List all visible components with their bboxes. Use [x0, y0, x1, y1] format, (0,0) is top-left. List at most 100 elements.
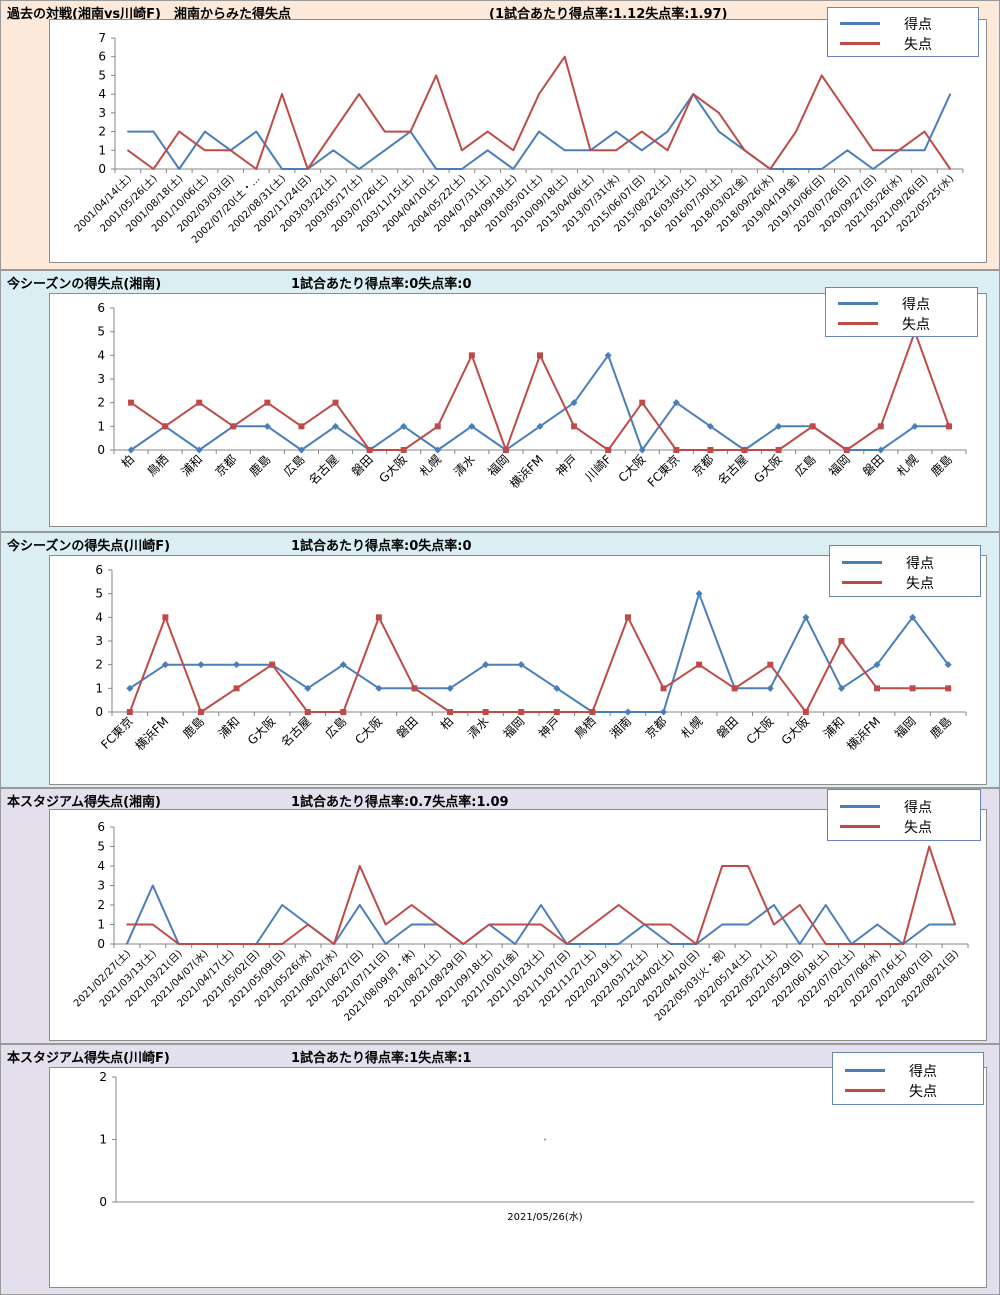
data-point-conceded — [553, 709, 560, 715]
legend-item-goals: 得点 — [838, 294, 958, 313]
data-point-conceded — [846, 112, 849, 114]
data-point-conceded — [802, 709, 809, 715]
x-tick-label: 京都 — [213, 452, 240, 479]
data-point-conceded — [126, 923, 128, 926]
y-tick-label: 1 — [95, 681, 103, 695]
data-point-conceded — [643, 923, 646, 926]
data-point-conceded — [178, 130, 181, 133]
data-point-conceded — [152, 168, 155, 170]
data-point-goals — [638, 446, 646, 454]
data-point-goals — [837, 684, 845, 692]
panel-stat: 1試合あたり得点率:0失点率:0 — [291, 277, 472, 292]
data-point-conceded — [333, 943, 335, 945]
data-point-goals — [766, 684, 774, 692]
legend-item-conceded: 失点 — [845, 1081, 965, 1100]
data-point-conceded — [230, 423, 237, 430]
x-tick-label: 福岡 — [484, 452, 512, 480]
chart-legend: 得点 失点 — [827, 789, 981, 841]
data-point-conceded — [434, 423, 441, 430]
panel-season-kawasaki: 今シーズンの得失点(川崎F) 1試合あたり得点率:0失点率:0 0 1 2 3 4 5 6 F… — [0, 532, 1000, 788]
data-point-goals — [538, 130, 540, 133]
y-tick-label: 4 — [97, 859, 105, 873]
x-tick-label: 横浜FM — [507, 452, 546, 491]
data-point-conceded — [949, 168, 951, 170]
legend-label-conceded: 失点 — [909, 1084, 937, 1100]
y-tick-label: 6 — [95, 563, 103, 577]
data-point-conceded — [162, 423, 169, 430]
data-point-conceded — [605, 447, 612, 453]
x-tick-label: G大阪 — [779, 714, 812, 747]
data-point-goals — [486, 149, 489, 152]
data-point-conceded — [502, 447, 509, 453]
x-tick-label: 清水 — [465, 714, 492, 741]
data-point-conceded — [281, 93, 283, 95]
y-tick-label: 2 — [97, 396, 105, 410]
panel-title: 本スタジアム得失点(川崎F) — [7, 1051, 170, 1066]
data-point-goals — [660, 708, 668, 716]
data-point-conceded — [721, 865, 723, 867]
data-point-conceded — [769, 168, 772, 170]
series-line-conceded — [130, 330, 950, 451]
data-point-conceded — [204, 149, 206, 152]
legend-swatch-conceded — [840, 42, 880, 45]
x-tick-label: 神戸 — [536, 714, 563, 741]
data-point-conceded — [615, 149, 617, 152]
data-point-conceded — [375, 614, 382, 621]
data-point-goals — [281, 168, 283, 170]
legend-swatch-goals — [842, 561, 882, 564]
series-line-conceded — [127, 55, 952, 170]
data-point-goals — [339, 661, 347, 669]
legend-label-conceded: 失点 — [906, 576, 934, 592]
data-point-conceded — [400, 447, 407, 453]
data-point-goals — [197, 661, 205, 669]
data-point-conceded — [707, 447, 714, 453]
data-point-conceded — [307, 923, 309, 926]
legend-label-goals: 得点 — [904, 17, 932, 33]
data-point-conceded — [741, 447, 748, 453]
x-tick-label: G大阪 — [376, 452, 409, 485]
legend-item-conceded: 失点 — [840, 34, 960, 53]
data-point-conceded — [902, 943, 905, 945]
data-point-conceded — [306, 168, 309, 170]
data-point-goals — [944, 661, 952, 669]
x-tick-label: G大阪 — [751, 452, 784, 485]
y-tick-label: 5 — [95, 587, 103, 601]
data-point-goals — [512, 168, 515, 170]
data-point-goals — [872, 168, 874, 170]
data-point-conceded — [695, 943, 698, 945]
series-line-goals — [125, 884, 956, 945]
data-point-conceded — [126, 709, 133, 715]
data-point-conceded — [411, 685, 418, 692]
data-point-goals — [255, 130, 258, 133]
line-chart: 01234562021/02/27(土)2021/03/13(土)2021/03… — [71, 820, 969, 1024]
x-tick-label: 浦和 — [178, 452, 205, 479]
chart-legend: 得点 失点 — [827, 7, 979, 57]
x-tick-label: C大阪 — [352, 714, 385, 747]
data-point-conceded — [255, 943, 258, 945]
y-tick-label: 0 — [98, 162, 106, 176]
x-tick-label: 柏 — [118, 452, 137, 471]
panel-title: 今シーズンの得失点(湘南) — [7, 277, 162, 292]
data-point-conceded — [537, 352, 543, 359]
y-tick-label: 1 — [97, 419, 105, 433]
data-point-goals — [798, 943, 801, 945]
y-tick-label: 0 — [99, 1195, 107, 1209]
chart-legend: 得点 失点 — [832, 1052, 984, 1105]
data-point-conceded — [518, 709, 525, 715]
x-tick-label: C大阪 — [616, 452, 649, 485]
data-point-goals — [514, 943, 516, 945]
data-point-conceded — [945, 685, 952, 692]
y-tick-label: 3 — [97, 879, 105, 893]
y-tick-label: 1 — [98, 143, 106, 157]
data-point-goals — [127, 130, 129, 133]
x-tick-label: C大阪 — [744, 714, 777, 747]
chart-area: 0 1 2 3 4 5 6 7 2001/04/14(土) 2001/05/26(土) 2001/0… — [49, 19, 987, 263]
series-line-goals — [129, 592, 949, 713]
x-tick-label: 浦和 — [821, 714, 848, 741]
data-point-conceded — [482, 709, 489, 715]
data-point-goals — [876, 923, 879, 926]
x-tick-label: 浦和 — [216, 714, 243, 741]
data-point-goals — [911, 422, 919, 430]
data-point-conceded — [747, 865, 749, 867]
data-point-goals — [666, 130, 669, 133]
